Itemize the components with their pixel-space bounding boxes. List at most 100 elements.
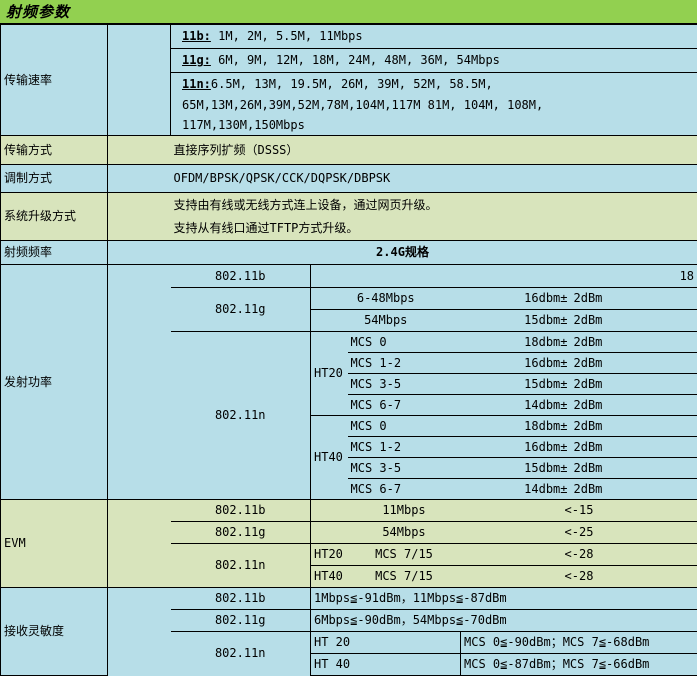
- row-label-sensitivity: 接收灵敏度: [1, 588, 108, 676]
- tx-power-ht40-mcs-2: MCS 3-5: [348, 458, 461, 479]
- tx-rate-11b-key: 11b:: [174, 29, 211, 43]
- tx-power-11b-value: 18: [571, 265, 697, 288]
- tx-power-ht40-label: HT40: [311, 416, 348, 500]
- table-row-upgrade-line1: 系统升级方式 支持由有线或无线方式连上设备，通过网页升级。: [1, 193, 697, 218]
- evm-11g-std: 802.11g: [171, 522, 311, 544]
- tx-power-ht20-mcs-3: MCS 6-7: [348, 395, 461, 416]
- evm-11g-rate: 54Mbps: [348, 522, 461, 544]
- table-row-evm-11b: EVM 802.11b 11Mbps <-15: [1, 500, 697, 522]
- upgrade-value-line1: 支持由有线或无线方式连上设备，通过网页升级。: [171, 193, 697, 218]
- evm-11b-ht-spacer: [311, 500, 348, 522]
- table-row-tx-power-11b: 发射功率 802.11b 18: [1, 265, 697, 288]
- modulation-spacer: [108, 165, 171, 193]
- tx-rate-11n-value-line1: 6.5M, 13M, 19.5M, 26M, 39M, 52M, 58.5M,: [211, 77, 493, 91]
- evm-ht20-label: HT20: [311, 544, 348, 566]
- tx-rate-11g-value: 6M, 9M, 12M, 18M, 24M, 48M, 36M, 54Mbps: [218, 53, 500, 67]
- tx-mode-spacer: [108, 136, 171, 165]
- row-label-tx-rate: 传输速率: [1, 25, 108, 136]
- tx-power-ht40-mcs-1: MCS 1-2: [348, 437, 461, 458]
- tx-power-ht40-value-3: 14dbm±: [461, 479, 571, 500]
- tx-power-ht40-value-0: 18dbm±: [461, 416, 571, 437]
- tx-power-ht20-unit-0: 2dBm: [571, 332, 697, 353]
- evm-ht40-value: <-28: [461, 566, 697, 588]
- upgrade-spacer-2: [108, 217, 171, 241]
- tx-power-ht20-mcs-1: MCS 1-2: [348, 353, 461, 374]
- tx-power-ht40-mcs-0: MCS 0: [348, 416, 461, 437]
- table-row-modulation: 调制方式 OFDM/BPSK/QPSK/CCK/DQPSK/DBPSK: [1, 165, 697, 193]
- tx-power-ht20-value-2: 15dbm±: [461, 374, 571, 395]
- tx-power-ht20-value-0: 18dbm±: [461, 332, 571, 353]
- evm-ht20-mcs: MCS 7/15: [348, 544, 461, 566]
- row-label-modulation: 调制方式: [1, 165, 108, 193]
- tx-power-ht40-mcs-3: MCS 6-7: [348, 479, 461, 500]
- row-label-rf-frequency: 射频频率: [1, 241, 108, 265]
- sensitivity-spacer: [108, 588, 171, 676]
- sensitivity-11b-std: 802.11b: [171, 588, 311, 610]
- spec-sheet: 射频参数 传输速率 11b: 1M, 2M, 5.5M, 11Mbps: [0, 0, 697, 635]
- tx-rate-11n-cell-line3: 117M,130M,150Mbps: [171, 115, 697, 136]
- tx-rate-11g-key: 11g:: [174, 53, 211, 67]
- row-label-upgrade: 系统升级方式: [1, 193, 108, 241]
- tx-power-ht40-unit-2: 2dBm: [571, 458, 697, 479]
- evm-11n-std: 802.11n: [171, 544, 311, 588]
- tx-power-ht20-value-3: 14dbm±: [461, 395, 571, 416]
- tx-rate-11n-key: 11n:: [174, 77, 211, 91]
- tx-power-ht20-mcs-0: MCS 0: [348, 332, 461, 353]
- tx-rate-11n-cell-line2: 65M,13M,26M,39M,52M,78M,104M,117M 81M, 1…: [171, 95, 697, 115]
- tx-rate-spacer: [108, 25, 171, 136]
- tx-rate-11n-value-line2: 65M,13M,26M,39M,52M,78M,104M,117M 81M, 1…: [174, 98, 543, 112]
- upgrade-spacer-1: [108, 193, 171, 218]
- tx-rate-11n-cell-line1: 11n:6.5M, 13M, 19.5M, 26M, 39M, 52M, 58.…: [171, 73, 697, 96]
- table-row-tx-rate-11b: 传输速率 11b: 1M, 2M, 5.5M, 11Mbps: [1, 25, 697, 49]
- tx-power-ht40-value-1: 16dbm±: [461, 437, 571, 458]
- sensitivity-11g-std: 802.11g: [171, 610, 311, 632]
- sensitivity-ht40-value: MCS 0≦-87dBm；MCS 7≦-66dBm: [461, 654, 697, 676]
- row-label-tx-mode: 传输方式: [1, 136, 108, 165]
- evm-spacer: [108, 500, 171, 588]
- tx-power-ht40-unit-3: 2dBm: [571, 479, 697, 500]
- table-row-sensitivity-11b: 接收灵敏度 802.11b 1Mbps≦-91dBm，11Mbps≦-87dBm: [1, 588, 697, 610]
- tx-power-11g-value-0: 16dbm±: [461, 288, 571, 310]
- section-header-rf-parameters: 射频参数: [0, 0, 697, 24]
- tx-mode-value: 直接序列扩频（DSSS）: [171, 136, 697, 165]
- tx-power-ht40-unit-1: 2dBm: [571, 437, 697, 458]
- tx-power-11b-rate: [311, 265, 461, 288]
- tx-power-ht20-unit-3: 2dBm: [571, 395, 697, 416]
- sensitivity-11g-value: 6Mbps≦-90dBm，54Mbps≦-70dBm: [311, 610, 697, 632]
- tx-rate-11b-value: 1M, 2M, 5.5M, 11Mbps: [218, 29, 363, 43]
- tx-power-11b-value-spacer: [461, 265, 571, 288]
- evm-11b-rate: 11Mbps: [348, 500, 461, 522]
- tx-power-spacer: [108, 265, 171, 500]
- sensitivity-ht40-label: HT 40: [311, 654, 461, 676]
- row-label-tx-power: 发射功率: [1, 265, 108, 500]
- tx-power-11g-std: 802.11g: [171, 288, 311, 332]
- sensitivity-11n-std: 802.11n: [171, 632, 311, 676]
- rf-spec-table: 传输速率 11b: 1M, 2M, 5.5M, 11Mbps 11g: 6M, …: [0, 24, 697, 676]
- evm-11b-std: 802.11b: [171, 500, 311, 522]
- evm-ht40-mcs: MCS 7/15: [348, 566, 461, 588]
- tx-power-ht40-unit-0: 2dBm: [571, 416, 697, 437]
- tx-power-11g-unit-1: 2dBm: [571, 310, 697, 332]
- upgrade-value-line2: 支持从有线口通过TFTP方式升级。: [171, 217, 697, 241]
- page-title: 射频参数: [0, 1, 70, 22]
- tx-power-ht20-label: HT20: [311, 332, 348, 416]
- evm-ht20-value: <-28: [461, 544, 697, 566]
- tx-power-ht20-unit-1: 2dBm: [571, 353, 697, 374]
- modulation-value: OFDM/BPSK/QPSK/CCK/DQPSK/DBPSK: [171, 165, 697, 193]
- tx-power-11g-rate-0: 6-48Mbps: [311, 288, 461, 310]
- tx-rate-11b-cell: 11b: 1M, 2M, 5.5M, 11Mbps: [171, 25, 697, 49]
- rf-frequency-value: 2.4G规格: [108, 241, 697, 265]
- evm-ht40-label: HT40: [311, 566, 348, 588]
- evm-11b-value: <-15: [461, 500, 697, 522]
- tx-power-11g-rate-1: 54Mbps: [311, 310, 461, 332]
- tx-power-11b-std: 802.11b: [171, 265, 311, 288]
- tx-rate-11n-value-line3: 117M,130M,150Mbps: [174, 118, 305, 132]
- tx-power-ht20-value-1: 16dbm±: [461, 353, 571, 374]
- tx-power-ht20-unit-2: 2dBm: [571, 374, 697, 395]
- table-row-rf-frequency: 射频频率 2.4G规格: [1, 241, 697, 265]
- row-label-evm: EVM: [1, 500, 108, 588]
- tx-power-11n-std: 802.11n: [171, 332, 311, 500]
- evm-11g-value: <-25: [461, 522, 697, 544]
- tx-power-ht40-value-2: 15dbm±: [461, 458, 571, 479]
- tx-power-11g-value-1: 15dbm±: [461, 310, 571, 332]
